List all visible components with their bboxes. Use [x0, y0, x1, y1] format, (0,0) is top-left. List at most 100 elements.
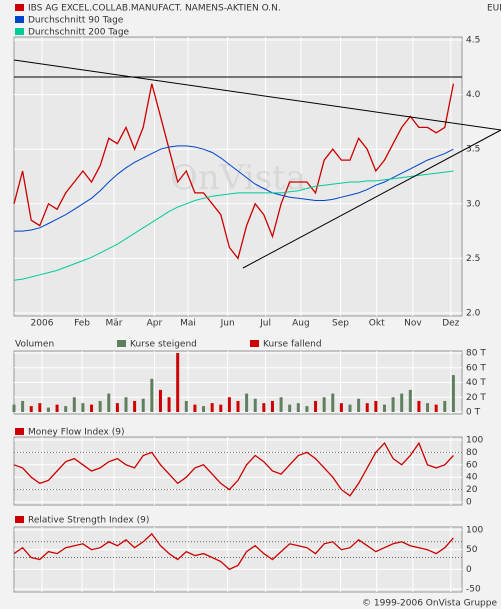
panel-title: Volumen	[15, 340, 54, 350]
y-tick-label: 2.0	[466, 309, 481, 319]
y-tick-label: 100	[466, 436, 483, 446]
volume-bar	[305, 406, 309, 412]
volume-bar	[417, 400, 421, 412]
series-line	[13, 170, 454, 281]
legend-label: Kurse fallend	[263, 340, 322, 350]
x-tick-label: Jun	[220, 319, 235, 329]
x-tick-label: Jul	[259, 319, 271, 329]
y-tick-label: 0	[466, 498, 472, 508]
volume-bar	[279, 397, 283, 412]
volume-bar	[64, 406, 68, 412]
y-tick-label: 3.0	[466, 199, 481, 209]
x-tick-label: Mär	[105, 319, 122, 329]
volume-bar	[262, 403, 266, 412]
volume-bar	[357, 398, 361, 412]
volume-bar	[339, 403, 343, 412]
legend-label: Durchschnitt 200 Tage	[28, 28, 130, 38]
legend-swatch	[15, 28, 24, 35]
y-tick-label: -50	[466, 585, 481, 595]
volume-bar	[270, 400, 274, 412]
y-tick-label: 0 T	[466, 408, 481, 418]
y-tick-label: 60 T	[466, 363, 486, 373]
plot-area	[13, 436, 463, 506]
x-tick-label: Sep	[332, 319, 349, 329]
y-tick-label: 40 T	[466, 378, 486, 388]
volume-bar	[288, 404, 292, 412]
trend-line	[242, 129, 501, 269]
legend-label: Kurse steigend	[130, 340, 197, 350]
volume-bar	[434, 404, 438, 412]
plot-area	[13, 526, 463, 593]
footer: © 1999-2006 OnVista Gruppe	[362, 599, 497, 609]
y-tick-label: 2.5	[466, 254, 480, 264]
volume-bar	[236, 400, 240, 412]
volume-bar	[391, 397, 395, 412]
x-tick-label: Dez	[442, 319, 459, 329]
legend-label: Durchschnitt 90 Tage	[28, 16, 124, 26]
volume-bar	[167, 397, 171, 412]
volume-bar	[314, 400, 318, 412]
volume-bar	[141, 398, 145, 412]
y-tick-label: 4.5	[466, 36, 480, 46]
y-tick-label: 20	[466, 485, 478, 495]
volume-bar	[408, 389, 412, 412]
volume-bar	[451, 375, 455, 412]
volume-bar	[98, 400, 102, 412]
volume-bar	[253, 398, 257, 412]
panel-title: Money Flow Index (9)	[28, 428, 125, 438]
volume-bar	[184, 400, 188, 412]
volume-bar	[115, 403, 119, 412]
y-tick-label: 4.0	[466, 90, 481, 100]
volume-bar	[348, 404, 352, 412]
series-line	[14, 145, 454, 232]
y-tick-label: 3.5	[466, 145, 480, 155]
series-line	[13, 83, 455, 260]
legend-swatch	[15, 4, 24, 11]
volume-bar	[443, 400, 447, 412]
volume-bar	[21, 400, 25, 412]
volume-bar	[426, 403, 430, 412]
x-tick-label: Okt	[369, 319, 385, 329]
series-line	[13, 532, 454, 571]
y-tick-label: 0	[466, 565, 472, 575]
y-tick-label: 20 T	[466, 393, 486, 403]
volume-bar	[90, 404, 94, 412]
x-tick-label: Apr	[147, 319, 163, 329]
series-line	[13, 441, 454, 497]
volume-bar	[382, 404, 386, 412]
volume-bar	[245, 393, 249, 412]
x-tick-label: Aug	[292, 319, 310, 329]
legend-swatch	[117, 340, 126, 347]
legend-swatch	[15, 428, 24, 435]
volume-bar	[29, 406, 33, 412]
volume-bar	[55, 404, 59, 412]
panel-title: Relative Strength Index (9)	[28, 516, 149, 526]
legend-label: IBS AG EXCEL.COLLAB.MANUFACT. NAMENS-AKT…	[28, 4, 281, 14]
watermark: OnVista	[170, 158, 306, 198]
volume-bar	[202, 406, 206, 412]
y-tick-label: 60	[466, 460, 478, 470]
volume-bar	[133, 400, 137, 412]
volume-bar	[400, 393, 404, 412]
x-tick-label: Mai	[180, 319, 196, 329]
volume-bar	[12, 404, 16, 412]
x-tick-label: Nov	[404, 319, 422, 329]
volume-bar	[72, 397, 76, 412]
volume-bar	[331, 393, 335, 412]
legend-swatch	[250, 340, 259, 347]
y-tick-label: 40	[466, 473, 478, 483]
trend-line	[13, 59, 501, 131]
y-tick-label: 100	[466, 526, 483, 536]
plot-area	[13, 36, 463, 317]
y-axis-label: EUR	[487, 4, 501, 14]
volume-bar	[227, 397, 231, 412]
volume-bar	[107, 393, 111, 412]
volume-bar	[219, 404, 223, 412]
volume-bar	[150, 378, 154, 412]
volume-bar	[124, 397, 128, 412]
volume-bar	[81, 403, 85, 412]
volume-bar	[365, 403, 369, 412]
y-tick-label: 50	[466, 545, 478, 555]
legend-swatch	[15, 516, 24, 523]
